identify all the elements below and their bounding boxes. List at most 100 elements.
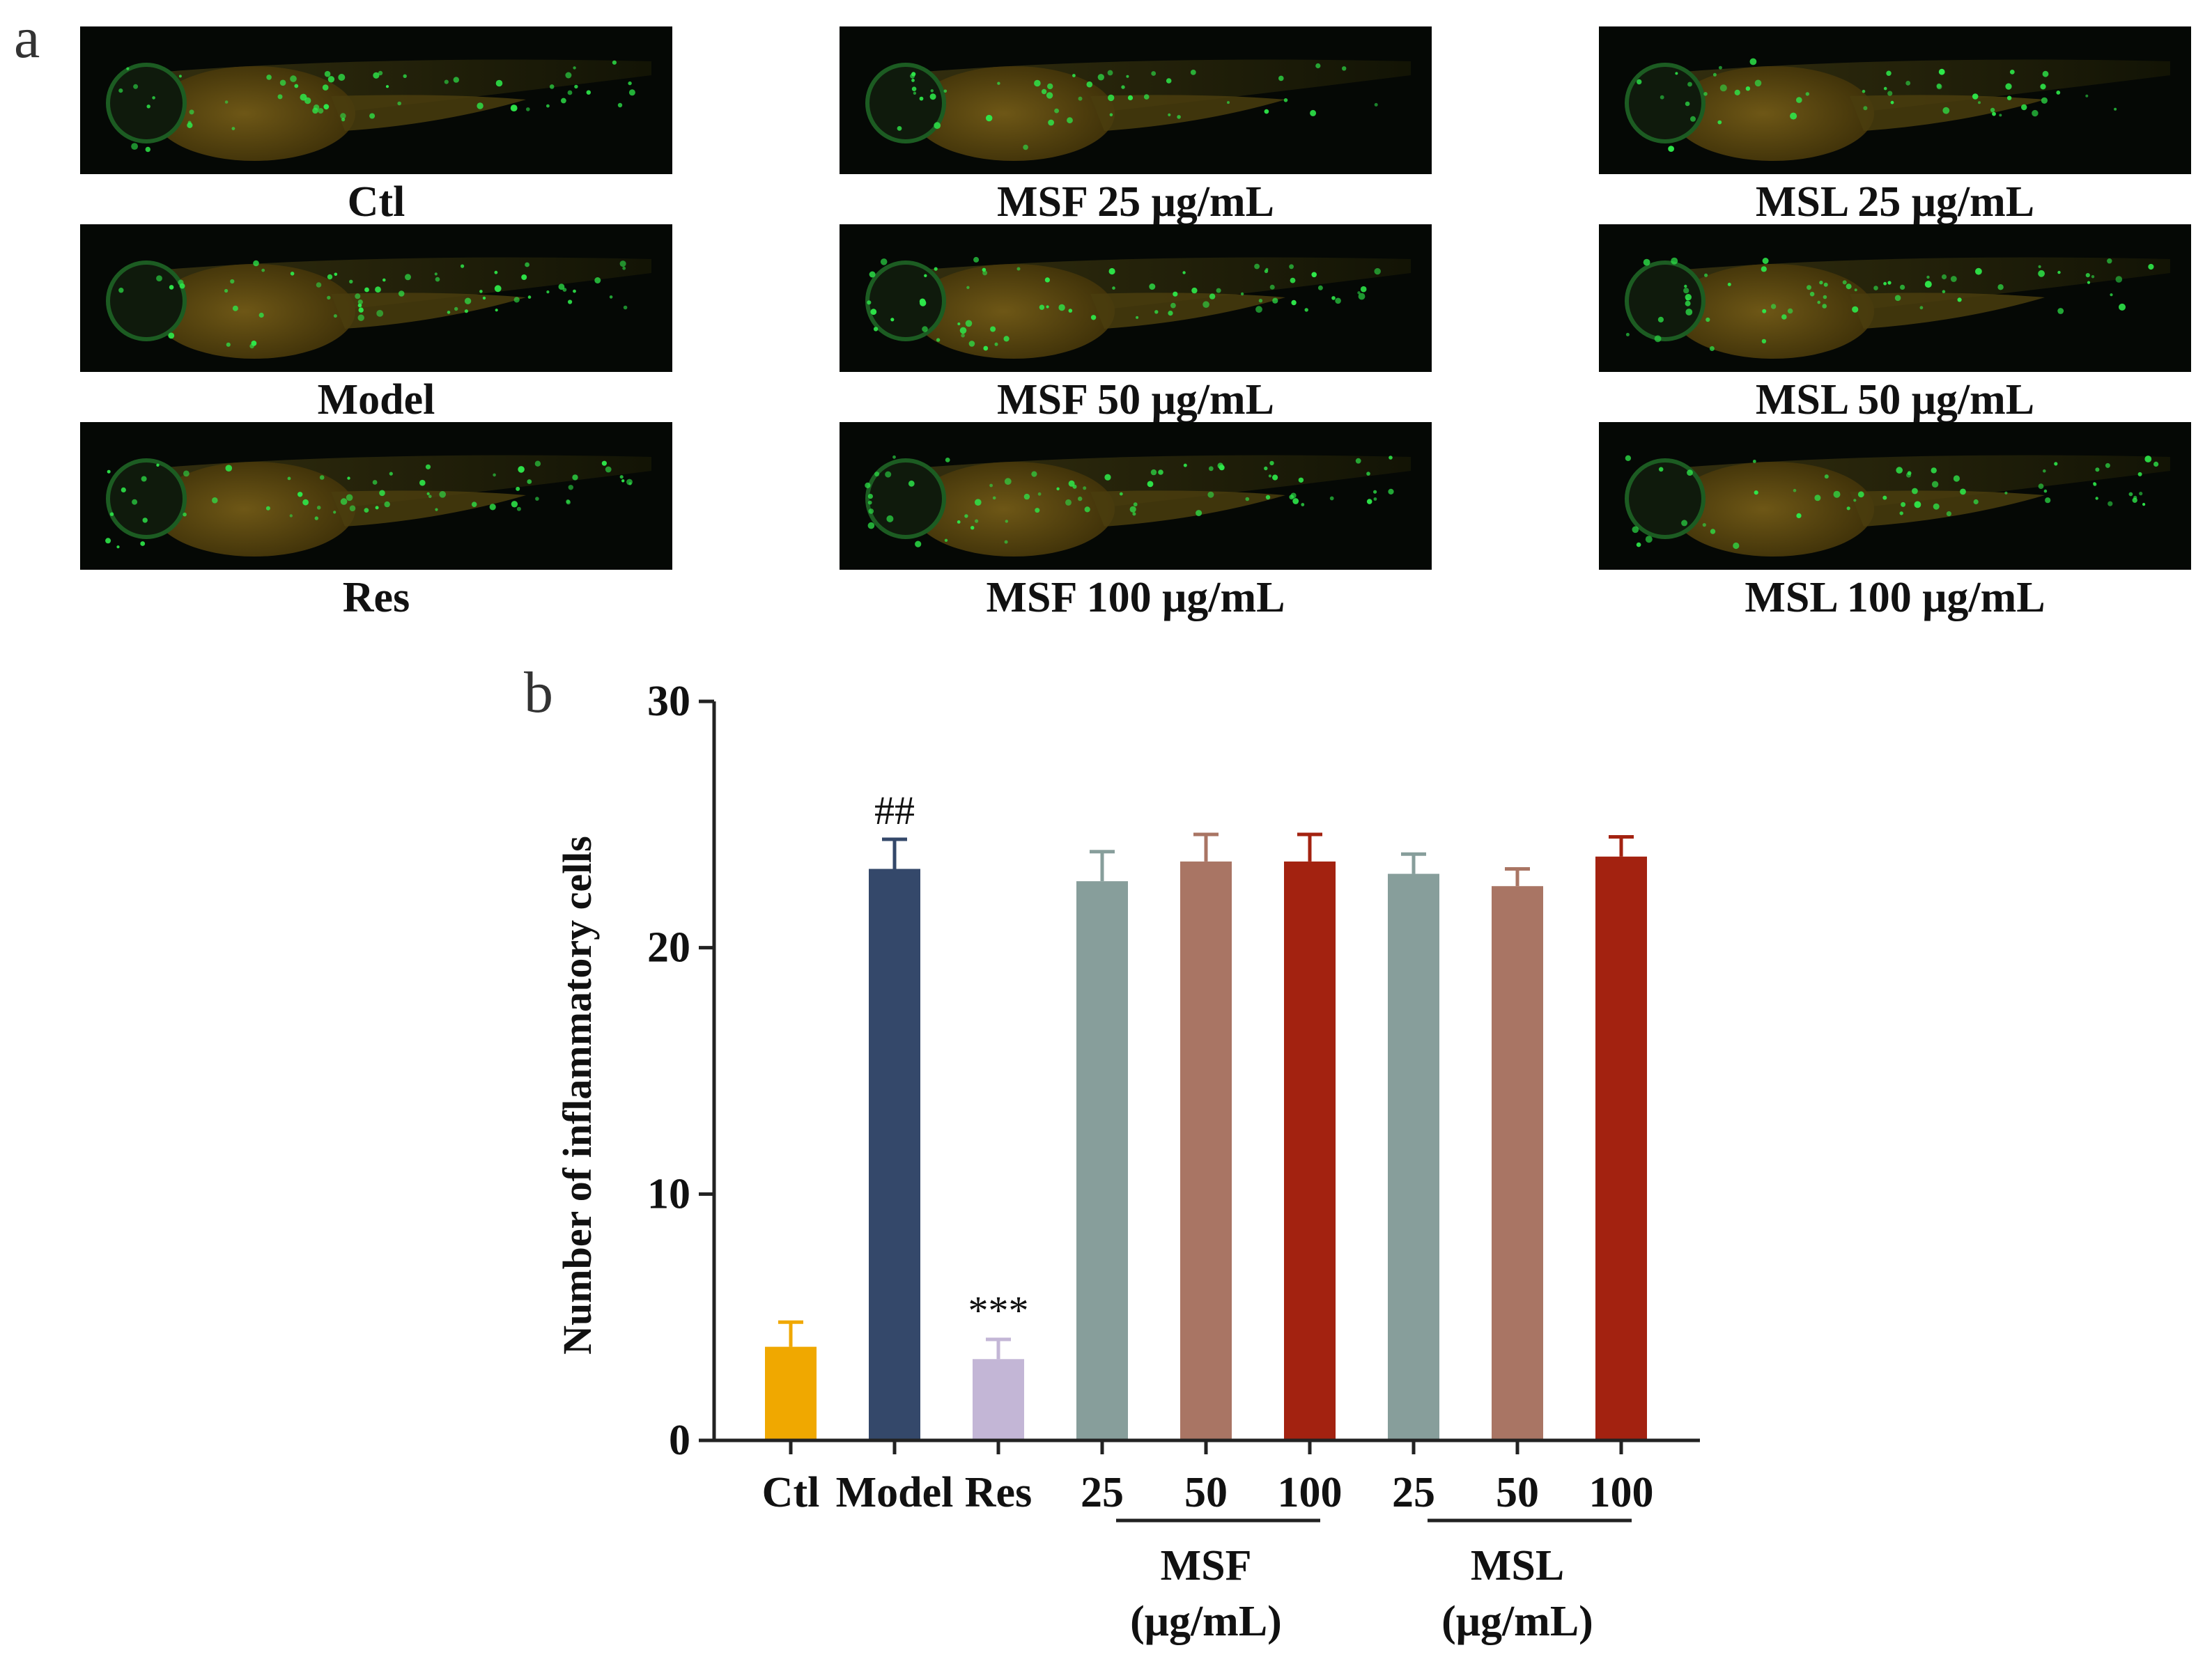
fluorescent-cell bbox=[1173, 291, 1178, 297]
fluorescent-cell bbox=[2114, 107, 2117, 111]
fluorescent-cell bbox=[1183, 463, 1187, 467]
fluorescent-cell bbox=[1894, 295, 1901, 302]
fluorescent-cell bbox=[2040, 84, 2046, 90]
fluorescent-cell bbox=[479, 290, 483, 293]
fluorescent-cell bbox=[378, 70, 383, 76]
fluorescent-cell bbox=[573, 66, 576, 70]
fluorescent-cell bbox=[621, 479, 625, 483]
fluorescent-cell bbox=[574, 84, 578, 89]
fluorescent-cell bbox=[628, 89, 635, 96]
larva-yolk-extension bbox=[331, 95, 526, 131]
fluorescent-cell bbox=[1658, 467, 1664, 472]
fluorescent-cell bbox=[1151, 71, 1157, 76]
fluorescent-cell bbox=[327, 76, 335, 83]
fluorescent-cell bbox=[1854, 288, 1857, 292]
fluorescent-cell bbox=[1660, 95, 1664, 100]
fluorescent-cell bbox=[109, 512, 114, 516]
x-category-label: 100 bbox=[1278, 1469, 1343, 1516]
fluorescent-cell bbox=[1104, 474, 1111, 481]
fluorescent-cell bbox=[1067, 117, 1073, 124]
fluorescent-cell bbox=[1154, 310, 1159, 314]
fluorescent-cell bbox=[1366, 472, 1370, 476]
fluorescent-cell bbox=[349, 505, 356, 512]
fluorescent-cell bbox=[1289, 264, 1294, 270]
fluorescent-cell bbox=[230, 279, 235, 284]
fluorescent-cell bbox=[426, 492, 430, 496]
micrograph-caption: MSL 100 μg/mL bbox=[1745, 574, 2045, 621]
fluorescent-cell bbox=[1132, 512, 1136, 516]
fluorescent-cell bbox=[924, 274, 927, 277]
fluorescent-cell bbox=[2038, 265, 2041, 268]
larva-yolk bbox=[1672, 462, 1874, 557]
fluorescent-cell bbox=[975, 499, 982, 506]
fluorescent-cell bbox=[1031, 471, 1037, 477]
fluorescent-cell bbox=[1166, 78, 1172, 84]
fluorescent-cell bbox=[2095, 497, 2098, 500]
fluorescent-cell bbox=[1685, 101, 1690, 107]
micrograph-5: MSF 50 μg/mL bbox=[840, 224, 1432, 423]
fluorescent-cell bbox=[1298, 477, 1304, 483]
fluorescent-cell bbox=[594, 277, 601, 283]
fluorescent-cell bbox=[403, 74, 407, 79]
fluorescent-cell bbox=[1936, 83, 1942, 88]
fluorescent-cell bbox=[1374, 102, 1378, 107]
fluorescent-cell bbox=[1264, 466, 1268, 471]
micrograph-caption: Res bbox=[343, 574, 410, 621]
fluorescent-cell bbox=[1734, 89, 1740, 95]
y-tick-label: 10 bbox=[647, 1170, 690, 1218]
fluorescent-cell bbox=[156, 463, 160, 467]
x-category-label: 100 bbox=[1589, 1469, 1654, 1516]
fluorescent-cell bbox=[340, 498, 348, 505]
fluorescent-cell bbox=[133, 84, 139, 89]
fluorescent-cell bbox=[911, 79, 915, 82]
larva-yolk bbox=[153, 264, 355, 359]
fluorescent-cell bbox=[873, 327, 879, 332]
fluorescent-cell bbox=[1291, 299, 1297, 306]
fluorescent-cell bbox=[623, 305, 628, 310]
larva-eye bbox=[1625, 458, 1706, 539]
larva-yolk-extension bbox=[331, 293, 526, 329]
fluorescent-cell bbox=[1973, 499, 1979, 505]
fluorescent-cell bbox=[1899, 511, 1903, 515]
fluorescent-cell bbox=[1357, 291, 1361, 295]
fluorescent-cell bbox=[323, 104, 330, 110]
bar-8 bbox=[1492, 886, 1543, 1440]
fluorescent-cell bbox=[1269, 460, 1274, 466]
fluorescent-cell bbox=[1208, 466, 1214, 472]
larva-eye bbox=[106, 260, 187, 341]
fluorescent-cell bbox=[464, 297, 472, 304]
fluorescent-cell bbox=[957, 520, 961, 524]
group-unit: (μg/mL) bbox=[1441, 1598, 1593, 1645]
fluorescent-cell bbox=[1823, 282, 1828, 287]
fluorescent-cell bbox=[1762, 258, 1769, 264]
fluorescent-cell bbox=[1035, 508, 1040, 513]
x-category-label: 25 bbox=[1081, 1469, 1124, 1516]
fluorescent-cell bbox=[934, 122, 941, 130]
fluorescent-cell bbox=[126, 67, 130, 70]
fluorescent-cell bbox=[867, 300, 872, 305]
fluorescent-cell bbox=[1710, 529, 1716, 534]
fluorescent-cell bbox=[527, 479, 532, 484]
fluorescent-cell bbox=[1914, 501, 1921, 508]
fluorescent-cell bbox=[1086, 81, 1093, 88]
fluorescent-cell bbox=[1107, 70, 1113, 76]
fluorescent-cell bbox=[612, 60, 617, 65]
bar-9 bbox=[1595, 856, 1647, 1440]
fluorescent-cell bbox=[990, 326, 996, 332]
fluorescent-cell bbox=[1182, 271, 1186, 274]
fluorescent-cell bbox=[994, 342, 998, 346]
fluorescent-cell bbox=[965, 320, 973, 327]
fluorescent-cell bbox=[1331, 296, 1336, 300]
fluorescent-cell bbox=[253, 260, 259, 267]
fluorescent-cell bbox=[375, 506, 379, 510]
fluorescent-cell bbox=[986, 114, 993, 122]
fluorescent-cell bbox=[324, 70, 331, 77]
micrograph-caption: MSF 25 μg/mL bbox=[997, 178, 1274, 226]
fluorescent-cell bbox=[1268, 474, 1271, 478]
fluorescent-cell bbox=[1301, 503, 1305, 506]
fluorescent-cell bbox=[140, 541, 146, 546]
fluorescent-cell bbox=[2032, 109, 2039, 117]
fluorescent-cell bbox=[318, 108, 324, 114]
fluorescent-cell bbox=[535, 497, 539, 501]
fluorescent-cell bbox=[118, 88, 123, 93]
